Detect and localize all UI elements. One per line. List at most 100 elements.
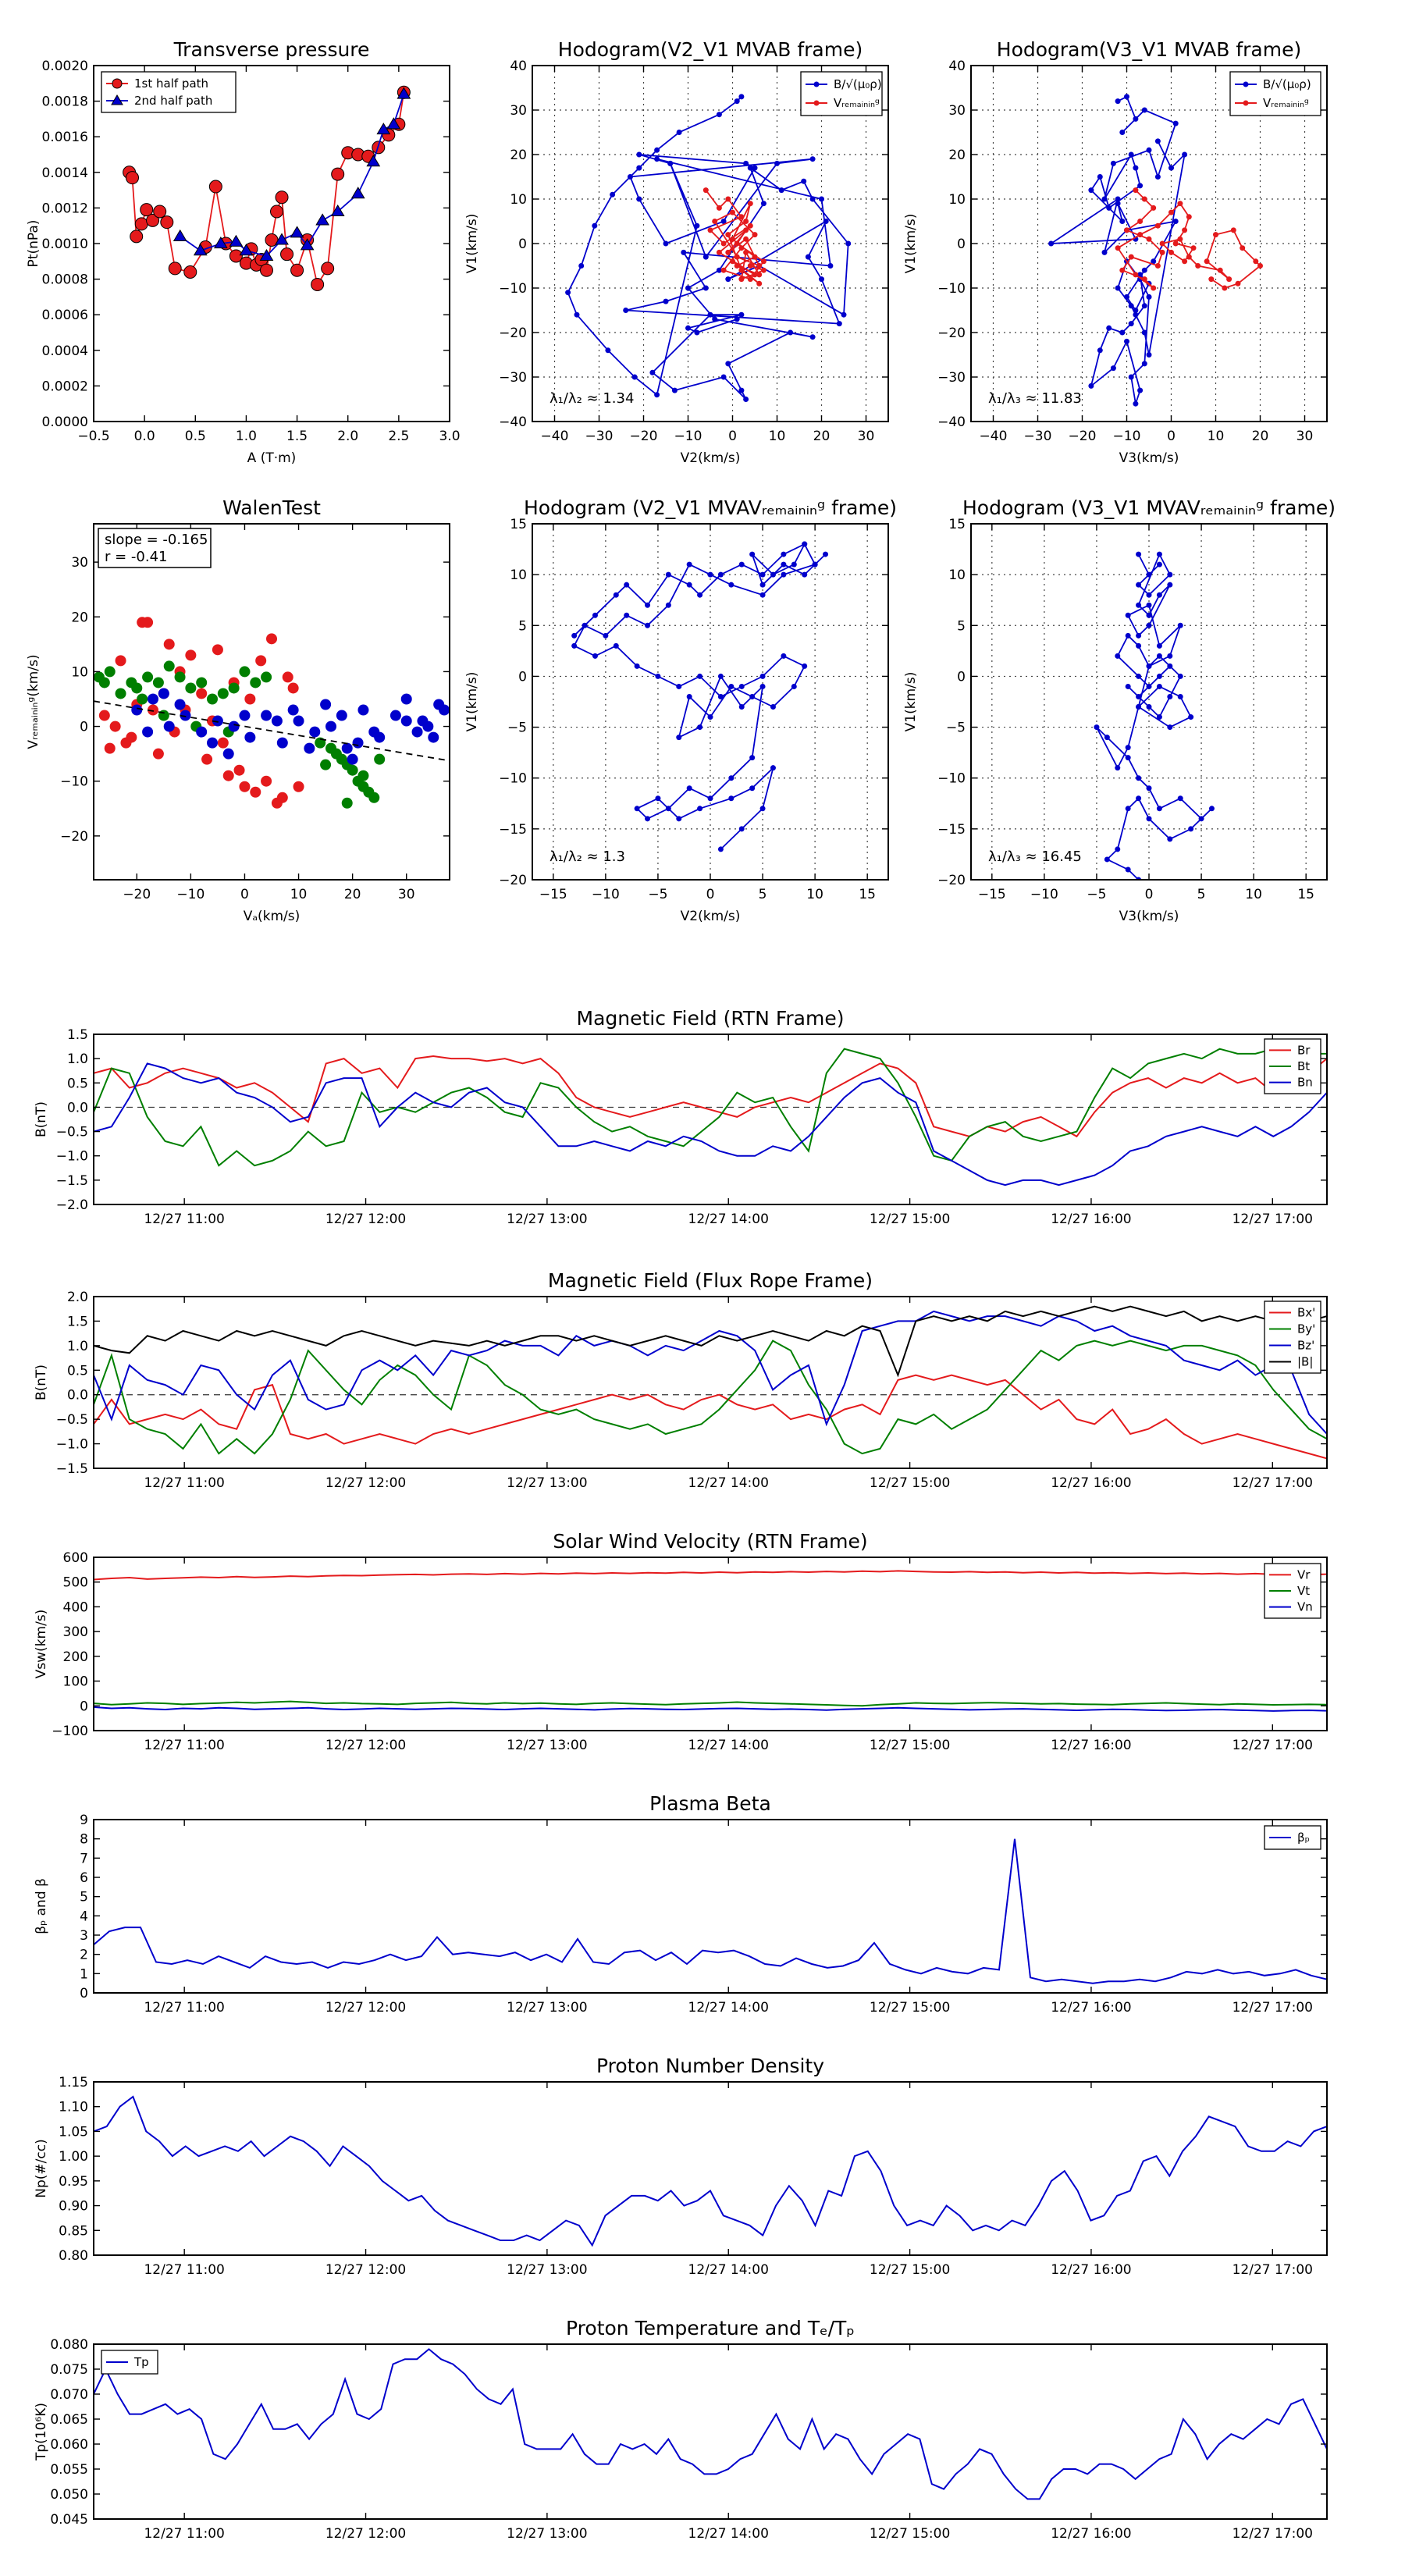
data-point bbox=[592, 653, 598, 659]
data-point bbox=[153, 205, 167, 219]
data-point bbox=[1124, 94, 1129, 100]
x-tick-label: 12/27 13:00 bbox=[507, 2000, 587, 2016]
data-point bbox=[707, 571, 713, 578]
y-tick-label: 0 bbox=[80, 720, 88, 735]
data-point bbox=[565, 290, 571, 296]
y-tick-label: 0.0014 bbox=[42, 165, 88, 181]
chart-title: Magnetic Field (RTN Frame) bbox=[577, 1007, 845, 1030]
legend-label: Vᵣₑₘₐᵢₙᵢₙᵍ bbox=[1263, 96, 1309, 110]
y-tick-label: −10 bbox=[937, 281, 966, 297]
data-point bbox=[1146, 622, 1152, 628]
data-point bbox=[1154, 174, 1161, 180]
data-point bbox=[1106, 205, 1112, 211]
data-point bbox=[655, 673, 661, 679]
y-tick-label: 0.080 bbox=[50, 2337, 88, 2353]
x-axis-label: A (T·m) bbox=[247, 450, 297, 466]
data-point bbox=[686, 582, 692, 588]
x-tick-label: 12/27 13:00 bbox=[507, 1212, 587, 1227]
x-tick-label: 12/27 14:00 bbox=[688, 2262, 769, 2278]
data-point bbox=[836, 321, 842, 327]
data-point bbox=[1141, 196, 1147, 202]
eigenvalue-ratio-label: λ₁/λ₃ ≈ 11.83 bbox=[988, 390, 1082, 407]
data-point bbox=[734, 316, 740, 322]
data-point bbox=[603, 632, 609, 639]
data-point bbox=[266, 633, 277, 645]
data-point bbox=[613, 642, 619, 649]
data-point bbox=[634, 663, 640, 669]
data-point bbox=[747, 165, 753, 171]
data-point bbox=[1137, 272, 1144, 278]
data-point bbox=[304, 742, 315, 754]
data-point bbox=[1154, 138, 1161, 144]
data-point bbox=[174, 699, 186, 710]
data-point bbox=[728, 582, 735, 588]
series-group bbox=[1094, 551, 1215, 880]
series-line-|B| bbox=[94, 1305, 1327, 1378]
chart-magnetic_field_rtn: 12/27 11:00 12/27 12:00 12/27 13:00 12/27 1… bbox=[34, 1007, 1328, 1227]
data-point bbox=[823, 219, 829, 224]
x-tick-label: 30 bbox=[1297, 429, 1314, 444]
data-point bbox=[1230, 227, 1236, 233]
y-tick-label: 2 bbox=[80, 1948, 88, 1963]
data-point bbox=[1128, 254, 1134, 260]
data-point bbox=[738, 311, 745, 318]
data-point bbox=[357, 704, 369, 716]
data-point bbox=[734, 254, 740, 260]
data-point bbox=[311, 277, 325, 291]
data-point bbox=[259, 263, 273, 277]
data-point bbox=[130, 229, 144, 244]
x-tick-label: 12/27 14:00 bbox=[688, 2526, 769, 2542]
data-point bbox=[730, 209, 735, 215]
data-point bbox=[1177, 622, 1183, 628]
data-point bbox=[781, 551, 787, 557]
data-point bbox=[1136, 632, 1142, 639]
x-tick-label: 15 bbox=[1297, 887, 1314, 902]
y-tick-label: 9 bbox=[80, 1813, 88, 1828]
annotation-box bbox=[98, 528, 212, 568]
x-tick-label: −15 bbox=[978, 887, 1006, 902]
y-tick-label: 0.050 bbox=[50, 2487, 88, 2503]
x-tick-label: 20 bbox=[813, 429, 831, 444]
data-point bbox=[290, 263, 304, 277]
x-tick-label: 12/27 11:00 bbox=[144, 1212, 224, 1227]
data-point bbox=[676, 130, 682, 135]
series-group bbox=[94, 1570, 1327, 1712]
data-point bbox=[1128, 321, 1134, 327]
x-tick-label: −10 bbox=[674, 429, 702, 444]
data-point bbox=[747, 201, 753, 207]
data-point bbox=[1125, 745, 1131, 751]
y-axis-label: V1(km/s) bbox=[903, 672, 919, 732]
y-tick-label: −1.5 bbox=[56, 1173, 88, 1189]
x-tick-label: 2.0 bbox=[337, 429, 358, 444]
series-group bbox=[1048, 94, 1263, 407]
data-point bbox=[131, 704, 143, 716]
x-tick-label: 12/27 17:00 bbox=[1232, 2000, 1313, 2016]
x-tick-label: 5 bbox=[759, 887, 767, 902]
data-point bbox=[217, 688, 229, 699]
data-point bbox=[1204, 258, 1210, 265]
data-point bbox=[163, 720, 175, 732]
y-axis-label: V1(km/s) bbox=[464, 672, 480, 732]
data-point bbox=[229, 249, 243, 263]
series-line-Bx' bbox=[94, 1374, 1327, 1460]
legend-box bbox=[800, 71, 883, 116]
data-point bbox=[1119, 130, 1126, 135]
data-point bbox=[1048, 240, 1055, 247]
x-tick-label: 30 bbox=[858, 429, 875, 444]
data-point bbox=[752, 232, 758, 238]
data-point bbox=[734, 263, 740, 269]
data-point bbox=[1177, 201, 1183, 207]
data-point bbox=[212, 715, 223, 727]
eigenvalue-ratio-label: λ₁/λ₂ ≈ 1.3 bbox=[550, 849, 625, 865]
data-point bbox=[1141, 303, 1147, 309]
chart-title: Solar Wind Velocity (RTN Frame) bbox=[553, 1530, 867, 1553]
x-tick-label: 12/27 17:00 bbox=[1232, 1212, 1313, 1227]
data-point bbox=[347, 764, 358, 776]
legend-label: Vᵣₑₘₐᵢₙᵢₙᵍ bbox=[834, 96, 880, 110]
y-tick-label: 5 bbox=[957, 618, 966, 634]
data-point bbox=[582, 622, 588, 628]
data-point bbox=[654, 156, 660, 162]
series-group bbox=[94, 617, 450, 809]
y-tick-label: 300 bbox=[63, 1624, 88, 1640]
data-point bbox=[1167, 724, 1173, 731]
